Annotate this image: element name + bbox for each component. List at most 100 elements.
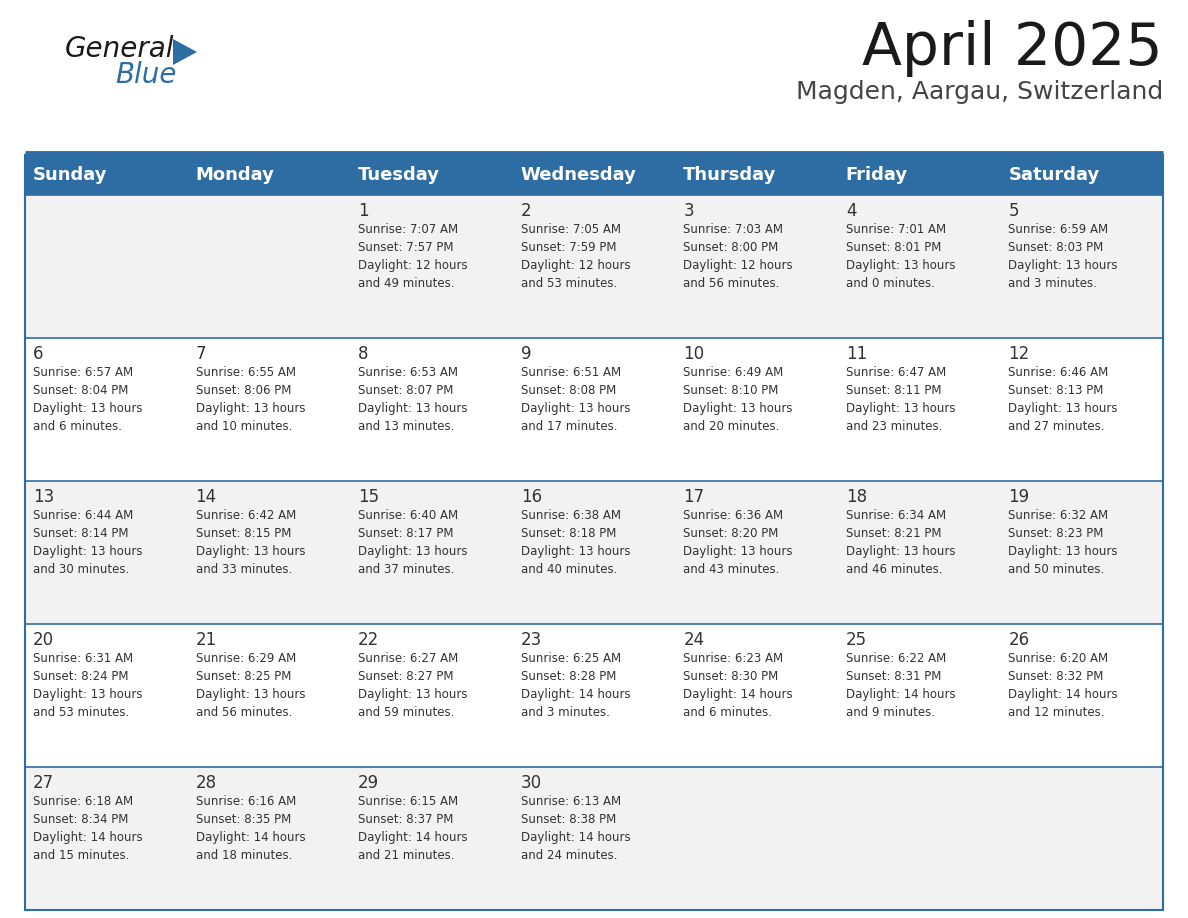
Text: Daylight: 14 hours
and 12 minutes.: Daylight: 14 hours and 12 minutes. <box>1009 688 1118 719</box>
Text: Daylight: 12 hours
and 56 minutes.: Daylight: 12 hours and 56 minutes. <box>683 259 792 290</box>
Bar <box>25 338 1163 481</box>
Text: Daylight: 13 hours
and 3 minutes.: Daylight: 13 hours and 3 minutes. <box>1009 259 1118 290</box>
Text: Sunset: 8:24 PM: Sunset: 8:24 PM <box>33 670 128 683</box>
Text: 17: 17 <box>683 488 704 506</box>
Text: Sunrise: 6:16 AM: Sunrise: 6:16 AM <box>196 795 296 808</box>
Bar <box>25 195 1163 338</box>
Text: 7: 7 <box>196 345 206 363</box>
Text: Sunset: 8:31 PM: Sunset: 8:31 PM <box>846 670 941 683</box>
Bar <box>25 767 1163 910</box>
Text: Daylight: 13 hours
and 10 minutes.: Daylight: 13 hours and 10 minutes. <box>196 402 305 433</box>
Text: Daylight: 13 hours
and 59 minutes.: Daylight: 13 hours and 59 minutes. <box>358 688 468 719</box>
Text: Sunrise: 6:47 AM: Sunrise: 6:47 AM <box>846 366 946 379</box>
Text: Sunset: 8:10 PM: Sunset: 8:10 PM <box>683 384 778 397</box>
Text: Daylight: 13 hours
and 20 minutes.: Daylight: 13 hours and 20 minutes. <box>683 402 792 433</box>
Text: 14: 14 <box>196 488 216 506</box>
Text: Sunrise: 6:49 AM: Sunrise: 6:49 AM <box>683 366 784 379</box>
Text: Daylight: 14 hours
and 3 minutes.: Daylight: 14 hours and 3 minutes. <box>520 688 631 719</box>
Text: 4: 4 <box>846 202 857 220</box>
Text: Sunset: 8:21 PM: Sunset: 8:21 PM <box>846 527 941 540</box>
Text: 13: 13 <box>33 488 55 506</box>
Text: Thursday: Thursday <box>683 166 777 184</box>
Text: April 2025: April 2025 <box>862 20 1163 77</box>
Text: Sunset: 8:08 PM: Sunset: 8:08 PM <box>520 384 615 397</box>
Text: Sunset: 8:35 PM: Sunset: 8:35 PM <box>196 813 291 826</box>
Text: 8: 8 <box>358 345 368 363</box>
Text: Sunrise: 6:42 AM: Sunrise: 6:42 AM <box>196 509 296 522</box>
Text: Sunset: 7:57 PM: Sunset: 7:57 PM <box>358 241 454 254</box>
Text: Sunrise: 7:07 AM: Sunrise: 7:07 AM <box>358 223 459 236</box>
Text: Daylight: 13 hours
and 33 minutes.: Daylight: 13 hours and 33 minutes. <box>196 545 305 576</box>
Text: Sunset: 8:18 PM: Sunset: 8:18 PM <box>520 527 617 540</box>
Text: Blue: Blue <box>115 61 177 89</box>
Text: Daylight: 13 hours
and 0 minutes.: Daylight: 13 hours and 0 minutes. <box>846 259 955 290</box>
Text: Sunrise: 6:38 AM: Sunrise: 6:38 AM <box>520 509 620 522</box>
Text: Sunrise: 7:05 AM: Sunrise: 7:05 AM <box>520 223 620 236</box>
Text: Sunrise: 7:01 AM: Sunrise: 7:01 AM <box>846 223 946 236</box>
Text: Sunrise: 6:40 AM: Sunrise: 6:40 AM <box>358 509 459 522</box>
Text: Daylight: 13 hours
and 56 minutes.: Daylight: 13 hours and 56 minutes. <box>196 688 305 719</box>
Text: Daylight: 12 hours
and 49 minutes.: Daylight: 12 hours and 49 minutes. <box>358 259 468 290</box>
Text: Sunset: 8:01 PM: Sunset: 8:01 PM <box>846 241 941 254</box>
Text: Sunset: 8:17 PM: Sunset: 8:17 PM <box>358 527 454 540</box>
Text: Sunrise: 6:36 AM: Sunrise: 6:36 AM <box>683 509 783 522</box>
Text: 27: 27 <box>33 774 55 792</box>
Text: Daylight: 13 hours
and 43 minutes.: Daylight: 13 hours and 43 minutes. <box>683 545 792 576</box>
Text: Sunset: 8:20 PM: Sunset: 8:20 PM <box>683 527 778 540</box>
Text: Daylight: 14 hours
and 15 minutes.: Daylight: 14 hours and 15 minutes. <box>33 831 143 862</box>
Text: Sunrise: 6:13 AM: Sunrise: 6:13 AM <box>520 795 621 808</box>
Text: Sunset: 8:14 PM: Sunset: 8:14 PM <box>33 527 128 540</box>
Text: General: General <box>65 35 175 63</box>
Text: Daylight: 13 hours
and 23 minutes.: Daylight: 13 hours and 23 minutes. <box>846 402 955 433</box>
Text: 22: 22 <box>358 631 379 649</box>
Text: 18: 18 <box>846 488 867 506</box>
Text: Sunset: 8:25 PM: Sunset: 8:25 PM <box>196 670 291 683</box>
Text: 15: 15 <box>358 488 379 506</box>
Text: Sunset: 8:04 PM: Sunset: 8:04 PM <box>33 384 128 397</box>
Text: 3: 3 <box>683 202 694 220</box>
Text: 10: 10 <box>683 345 704 363</box>
Text: 20: 20 <box>33 631 55 649</box>
Text: Daylight: 13 hours
and 37 minutes.: Daylight: 13 hours and 37 minutes. <box>358 545 468 576</box>
Text: Sunrise: 6:32 AM: Sunrise: 6:32 AM <box>1009 509 1108 522</box>
Text: Sunrise: 6:18 AM: Sunrise: 6:18 AM <box>33 795 133 808</box>
Text: Sunset: 8:27 PM: Sunset: 8:27 PM <box>358 670 454 683</box>
Text: Sunset: 8:07 PM: Sunset: 8:07 PM <box>358 384 454 397</box>
Bar <box>25 155 1163 910</box>
Text: Sunrise: 6:22 AM: Sunrise: 6:22 AM <box>846 652 946 665</box>
Text: Daylight: 14 hours
and 21 minutes.: Daylight: 14 hours and 21 minutes. <box>358 831 468 862</box>
Text: Daylight: 14 hours
and 18 minutes.: Daylight: 14 hours and 18 minutes. <box>196 831 305 862</box>
Text: Friday: Friday <box>846 166 908 184</box>
Text: 30: 30 <box>520 774 542 792</box>
Text: 24: 24 <box>683 631 704 649</box>
Text: Sunset: 8:34 PM: Sunset: 8:34 PM <box>33 813 128 826</box>
Text: Monday: Monday <box>196 166 274 184</box>
Text: Sunrise: 6:27 AM: Sunrise: 6:27 AM <box>358 652 459 665</box>
Text: Tuesday: Tuesday <box>358 166 440 184</box>
Text: Sunset: 8:11 PM: Sunset: 8:11 PM <box>846 384 941 397</box>
Text: Sunset: 8:28 PM: Sunset: 8:28 PM <box>520 670 617 683</box>
Text: Saturday: Saturday <box>1009 166 1100 184</box>
Text: 21: 21 <box>196 631 217 649</box>
Text: Sunset: 8:03 PM: Sunset: 8:03 PM <box>1009 241 1104 254</box>
Text: Daylight: 14 hours
and 6 minutes.: Daylight: 14 hours and 6 minutes. <box>683 688 792 719</box>
Text: Sunrise: 6:15 AM: Sunrise: 6:15 AM <box>358 795 459 808</box>
Text: Daylight: 13 hours
and 30 minutes.: Daylight: 13 hours and 30 minutes. <box>33 545 143 576</box>
Text: 26: 26 <box>1009 631 1030 649</box>
Text: 12: 12 <box>1009 345 1030 363</box>
Text: Daylight: 13 hours
and 46 minutes.: Daylight: 13 hours and 46 minutes. <box>846 545 955 576</box>
Text: 29: 29 <box>358 774 379 792</box>
Bar <box>25 624 1163 767</box>
Text: 11: 11 <box>846 345 867 363</box>
Text: Sunrise: 6:44 AM: Sunrise: 6:44 AM <box>33 509 133 522</box>
Text: Daylight: 14 hours
and 24 minutes.: Daylight: 14 hours and 24 minutes. <box>520 831 631 862</box>
Bar <box>25 481 1163 624</box>
Text: Magden, Aargau, Switzerland: Magden, Aargau, Switzerland <box>796 80 1163 104</box>
Text: Sunset: 8:06 PM: Sunset: 8:06 PM <box>196 384 291 397</box>
Text: Sunset: 8:13 PM: Sunset: 8:13 PM <box>1009 384 1104 397</box>
Text: 9: 9 <box>520 345 531 363</box>
Text: Daylight: 13 hours
and 50 minutes.: Daylight: 13 hours and 50 minutes. <box>1009 545 1118 576</box>
Text: Sunrise: 6:20 AM: Sunrise: 6:20 AM <box>1009 652 1108 665</box>
Text: Daylight: 12 hours
and 53 minutes.: Daylight: 12 hours and 53 minutes. <box>520 259 631 290</box>
Text: Daylight: 13 hours
and 6 minutes.: Daylight: 13 hours and 6 minutes. <box>33 402 143 433</box>
